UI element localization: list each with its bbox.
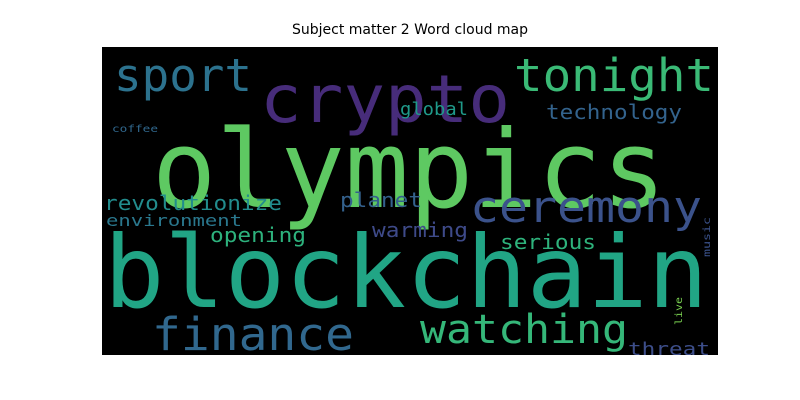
word-blockchain: blockchain <box>104 214 708 331</box>
word-environment: environment <box>106 211 242 230</box>
word-warming: warming <box>372 218 468 242</box>
word-sport: sport <box>114 49 252 102</box>
chart-title: Subject matter 2 Word cloud map <box>291 22 529 38</box>
word-planet: planet <box>340 188 422 212</box>
word-global: global <box>400 99 468 120</box>
word-crypto: crypto <box>260 61 510 138</box>
word-olympics: olympics <box>152 108 666 233</box>
word-coffee: coffee <box>112 124 158 135</box>
word-music: music <box>702 217 713 257</box>
word-finance: finance <box>152 308 354 355</box>
word-threat: threat <box>628 339 710 355</box>
word-opening: opening <box>210 223 306 247</box>
word-technology: technology <box>546 100 682 124</box>
word-tonight: tonight <box>514 49 714 102</box>
word-ceremony: ceremony <box>470 182 702 233</box>
word-watching: watching <box>420 307 628 353</box>
word-live: live <box>674 297 685 325</box>
word-serious: serious <box>500 230 596 254</box>
word-cloud-canvas: olympics blockchain crypto tonight sport cere… <box>102 47 718 355</box>
word-revolutionize: revolutionize <box>104 191 282 215</box>
